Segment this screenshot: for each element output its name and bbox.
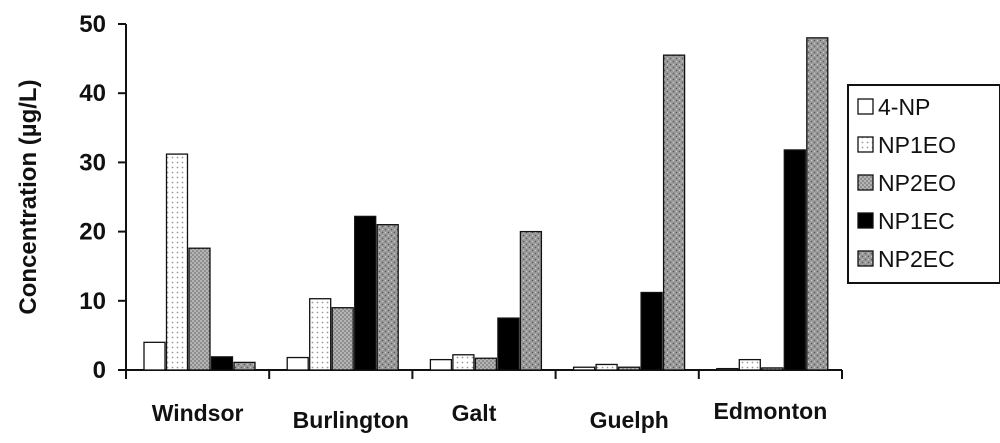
bar-4-np-galt — [429, 358, 453, 371]
bar-np2eo-guelph — [617, 366, 641, 371]
legend-swatch — [857, 174, 874, 191]
bar-np2ec-edmonton — [806, 37, 829, 371]
legend-label: NP2EO — [878, 170, 956, 196]
bars-group — [143, 37, 829, 371]
bar-np2eo-burlington — [331, 307, 354, 371]
y-tick-label: 10 — [79, 288, 106, 315]
legend-label: NP1EC — [878, 208, 955, 234]
legend-swatch — [857, 136, 874, 153]
bar-np1ec-burlington — [354, 215, 377, 371]
category-label-guelph: Guelph — [590, 407, 669, 433]
y-axis-title: Concentration (µg/L) — [15, 79, 42, 314]
category-labels: Windsor Burlington Galt Guelph Edmonton — [152, 398, 828, 433]
legend-swatch — [857, 98, 874, 115]
legend-swatch — [857, 250, 874, 267]
y-axis-ticks: 0 10 20 30 40 50 — [79, 11, 127, 384]
bar-np1ec-galt — [497, 317, 520, 371]
bar-np1eo-guelph — [595, 363, 618, 371]
legend-label: 4-NP — [878, 94, 930, 120]
bar-np1eo-windsor — [165, 153, 189, 371]
legend-label: NP1EO — [878, 132, 956, 158]
category-label-burlington: Burlington — [293, 407, 409, 433]
bar-np2eo-galt — [474, 357, 498, 371]
legend-swatch — [857, 212, 874, 229]
bar-np1eo-edmonton — [738, 358, 761, 371]
category-label-edmonton: Edmonton — [714, 398, 828, 424]
bar-np2eo-edmonton — [761, 367, 784, 371]
bar-4-np-edmonton — [716, 367, 739, 371]
category-label-galt: Galt — [452, 400, 497, 426]
bar-np2ec-windsor — [233, 361, 256, 371]
x-axis — [125, 369, 843, 379]
y-tick-label: 20 — [79, 219, 106, 246]
bar-np2ec-burlington — [376, 224, 399, 371]
bar-4-np-guelph — [572, 366, 596, 371]
bar-np1ec-windsor — [210, 356, 234, 371]
bar-np2ec-galt — [519, 230, 543, 371]
bar-np1eo-galt — [452, 354, 475, 371]
bar-np2ec-guelph — [662, 54, 686, 371]
bar-np1eo-burlington — [309, 298, 332, 371]
y-tick-label: 30 — [79, 149, 106, 176]
y-tick-label: 50 — [79, 11, 106, 38]
legend: 4-NP NP1EO NP2EO NP1EC NP2EC — [847, 84, 1000, 284]
y-tick-label: 0 — [93, 357, 106, 384]
category-label-windsor: Windsor — [152, 400, 244, 426]
bar-np2eo-windsor — [188, 247, 211, 371]
y-tick-label: 40 — [79, 80, 106, 107]
bar-4-np-burlington — [286, 356, 309, 371]
bar-np1ec-guelph — [640, 291, 663, 371]
bar-4-np-windsor — [143, 341, 166, 371]
bar-np1ec-edmonton — [783, 149, 806, 371]
legend-label: NP2EC — [878, 246, 955, 272]
